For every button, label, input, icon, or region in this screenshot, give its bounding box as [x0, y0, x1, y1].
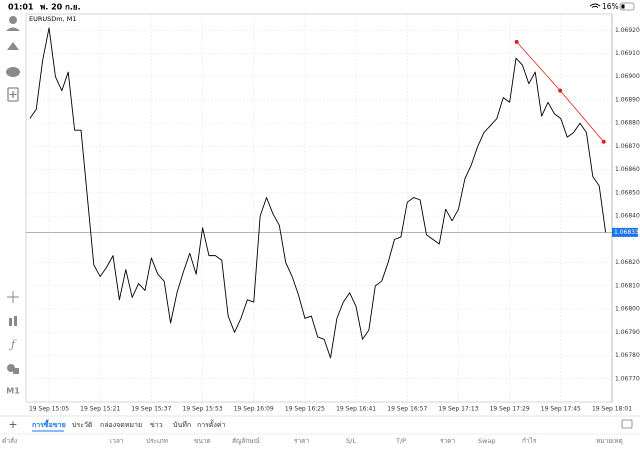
x-tick-label: 19 Sep 16:25 — [285, 406, 325, 413]
column-header: เวลา — [110, 437, 124, 445]
trendline-anchor — [558, 88, 563, 93]
column-header: Swap — [478, 437, 496, 445]
indicators-icon[interactable]: ƒ — [8, 338, 17, 351]
column-header: สัญลักษณ์ — [232, 437, 260, 445]
trendline-anchor — [601, 139, 606, 144]
chart-frame — [25, 13, 613, 403]
x-tick-label: 19 Sep 18:01 — [592, 406, 632, 413]
y-tick-label: 1.06920 — [615, 27, 640, 34]
column-header: ขนาด — [194, 437, 211, 445]
timeframe-button[interactable]: M1 — [6, 387, 20, 396]
y-tick-label: 1.06780 — [615, 352, 640, 359]
left-toolbar: ƒ M1 — [6, 16, 20, 396]
column-header: กำไร — [522, 437, 537, 445]
objects-icon-2[interactable] — [13, 368, 19, 374]
trendline-anchor — [514, 39, 519, 44]
y-tick-label: 1.06820 — [615, 259, 640, 266]
tab[interactable]: กล่องจดหมาย — [100, 421, 142, 429]
y-tick-label: 1.06890 — [615, 96, 640, 103]
account-icon-body[interactable] — [6, 27, 20, 32]
x-tick-label: 19 Sep 15:21 — [80, 406, 120, 413]
x-tick-label: 19 Sep 17:13 — [438, 406, 478, 413]
x-tick-label: 19 Sep 17:29 — [490, 406, 530, 413]
y-tick-label: 1.06840 — [615, 213, 640, 220]
tabs: ประวัติ กล่องจดหมาย ข่าว บันทึก การตั้งค่า — [72, 418, 226, 429]
add-button[interactable]: + — [8, 418, 17, 431]
account-icon[interactable] — [9, 16, 17, 24]
column-header: T/P — [395, 437, 406, 445]
y-tick-label: 1.06850 — [615, 189, 640, 196]
current-price-box — [612, 227, 638, 237]
tab[interactable]: การตั้งค่า — [197, 418, 226, 429]
status-battery: 16% — [602, 2, 619, 11]
column-header: ราคา — [440, 437, 455, 445]
chat-icon[interactable] — [6, 67, 20, 77]
column-header: หมายเหตุ — [596, 437, 623, 445]
battery-level — [621, 4, 625, 9]
chart-title: EURUSDm, M1 — [29, 15, 76, 23]
new-order-icon[interactable] — [7, 87, 19, 102]
y-tick-label: 1.06910 — [615, 50, 640, 57]
tab-active[interactable]: การซื้อขาย — [32, 418, 66, 429]
grid: 1.06920 1.06910 1.06900 1.06890 1.06880 1.068… — [26, 14, 640, 413]
new-order-plus[interactable] — [9, 91, 17, 98]
table-header: คำสั่ง เวลา ประเภท ขนาด สัญลักษณ์ ราคา S/L T/P ร… — [2, 436, 623, 445]
y-tick-label: 1.06800 — [615, 306, 640, 313]
x-tick-label: 19 Sep 15:37 — [131, 406, 171, 413]
current-price-label: 1.06833 — [614, 229, 639, 236]
y-tick-label: 1.06880 — [615, 120, 640, 127]
layout-button[interactable] — [621, 419, 633, 429]
column-header: S/L — [346, 437, 356, 445]
y-tick-label: 1.06770 — [615, 375, 640, 382]
x-tick-label: 19 Sep 16:09 — [234, 406, 274, 413]
y-tick-label: 1.06900 — [615, 73, 640, 80]
x-tick-label: 19 Sep 15:53 — [183, 406, 223, 413]
candles-icon[interactable] — [9, 318, 12, 326]
y-tick-label: 1.06870 — [615, 143, 640, 150]
x-tick-label: 19 Sep 16:41 — [336, 406, 376, 413]
battery-icon — [619, 2, 635, 11]
y-tick-label: 1.06810 — [615, 282, 640, 289]
tab[interactable]: ประวัติ — [72, 421, 93, 429]
candles-icon-2[interactable] — [14, 316, 17, 326]
status-date: พ. 20 ก.ย. — [40, 3, 81, 12]
tab[interactable]: ข่าว — [150, 421, 163, 429]
column-header: ราคา — [294, 437, 309, 445]
x-tick-label: 19 Sep 15:05 — [29, 406, 69, 413]
price-line — [29, 27, 607, 359]
y-tick-label: 1.06790 — [615, 329, 640, 336]
y-tick-label: 1.06860 — [615, 166, 640, 173]
column-header: ประเภท — [146, 437, 168, 445]
column-header: คำสั่ง — [2, 436, 17, 445]
plot: 1.06833 — [26, 27, 639, 359]
status-time: 01:01 — [8, 3, 34, 12]
tab[interactable]: บันทึก — [173, 420, 191, 429]
x-tick-label: 19 Sep 16:57 — [387, 406, 427, 413]
x-tick-label: 19 Sep 17:45 — [541, 406, 581, 413]
status-bar — [0, 0, 640, 14]
trade-icon[interactable] — [7, 42, 19, 50]
crosshair-icon[interactable] — [7, 291, 19, 303]
wifi-icon — [589, 3, 601, 8]
